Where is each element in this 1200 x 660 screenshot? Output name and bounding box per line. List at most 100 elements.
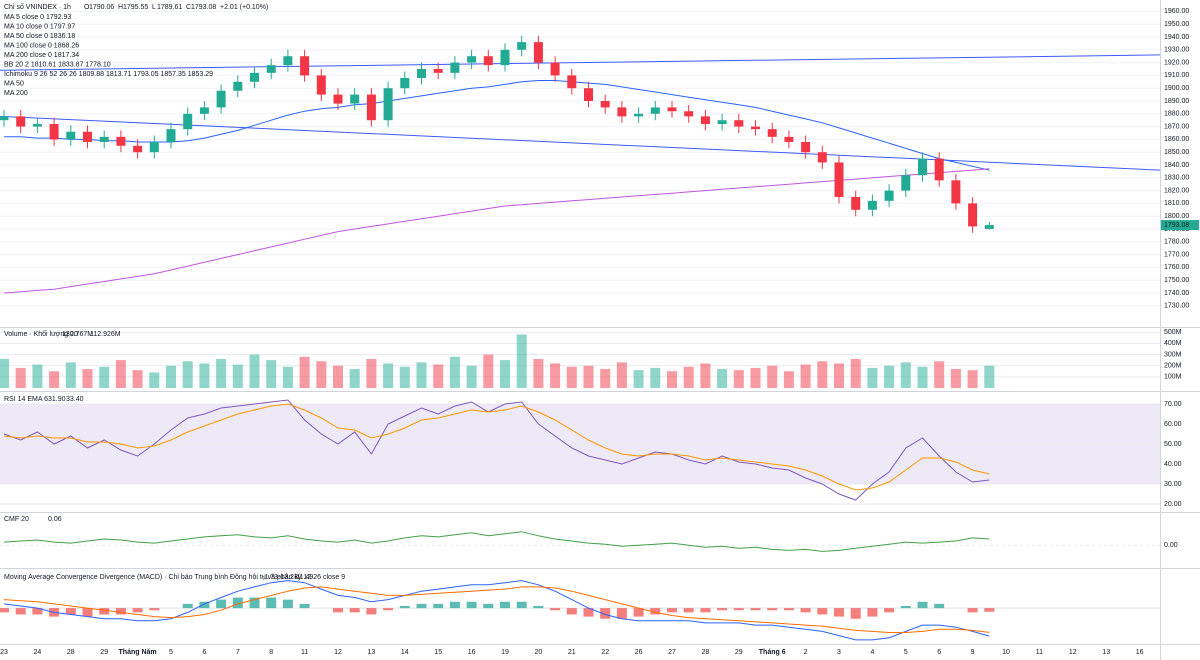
volume-bar <box>800 364 811 388</box>
indicator-legend: MA 100 close 0 1868.26 <box>4 42 79 49</box>
x-tick-label: 11 <box>1036 649 1043 656</box>
x-tick-label: 3 <box>837 649 841 656</box>
x-tick-label: Tháng 6 <box>759 649 786 656</box>
histogram-bar <box>0 608 9 613</box>
volume-bar <box>717 369 728 388</box>
ohlc-label: C <box>186 4 191 11</box>
x-tick-label: 23 <box>0 649 8 656</box>
pane-value: 0.06 <box>48 516 62 523</box>
volume-bar <box>399 366 410 388</box>
candle-body <box>83 131 92 142</box>
volume-bar <box>49 371 60 388</box>
candle-body <box>16 116 26 127</box>
x-tick-label: 28 <box>67 649 75 656</box>
histogram-bar <box>32 608 43 615</box>
y-tick-label: 1870.00 <box>1164 123 1189 130</box>
candle-body <box>867 200 877 210</box>
candle-body <box>801 141 811 153</box>
histogram-bar <box>282 599 293 609</box>
histogram-bar <box>466 601 477 609</box>
indicator-legend: MA 200 close 0 1817.34 <box>4 52 79 59</box>
y-tick-label: 1910.00 <box>1164 72 1189 79</box>
y-tick-label: 1920.00 <box>1164 59 1189 66</box>
histogram-bar <box>717 608 728 611</box>
y-tick-label: 1780.00 <box>1164 239 1189 246</box>
y-tick-label: 1940.00 <box>1164 34 1189 41</box>
candle-body <box>350 94 360 104</box>
histogram-bar <box>383 608 394 611</box>
volume-bar <box>449 356 460 388</box>
x-tick-label: 8 <box>269 649 273 656</box>
candle-body <box>0 116 9 121</box>
candle-body <box>751 126 760 130</box>
candle-body <box>166 129 176 142</box>
candle-body <box>700 116 710 125</box>
volume-bar <box>282 366 293 388</box>
volume-bar <box>900 362 911 388</box>
y-tick-label: 0.00 <box>1164 542 1178 549</box>
candle-body <box>250 72 259 82</box>
volume-bar <box>249 354 260 388</box>
y-tick-label: 1960.00 <box>1164 8 1189 15</box>
x-tick-label: 13 <box>1102 649 1110 656</box>
y-tick-label: 100M <box>1164 374 1182 381</box>
histogram-bar <box>616 608 627 619</box>
histogram-bar <box>500 601 510 609</box>
histogram-bar <box>399 606 410 609</box>
candle-body <box>851 197 861 210</box>
series-line <box>3 403 990 491</box>
candle-body <box>433 69 443 73</box>
volume-bar <box>700 363 711 388</box>
ohlc-value: 1793.08 <box>191 4 216 11</box>
volume-bar <box>566 366 577 388</box>
series-line <box>3 399 990 501</box>
x-tick-label: 28 <box>702 649 710 656</box>
pane-value: 130.767M <box>62 331 93 338</box>
volume-bar <box>767 365 778 388</box>
candle-body <box>617 107 627 117</box>
ohlc-value: 1789.61 <box>157 4 182 11</box>
volume-bar <box>166 365 176 388</box>
volume-bar <box>667 371 677 388</box>
candle-body <box>450 62 460 73</box>
volume-bar <box>867 367 878 388</box>
y-tick-label: 1860.00 <box>1164 136 1189 143</box>
x-tick-label: 26 <box>635 649 643 656</box>
y-tick-label: 50.00 <box>1164 441 1182 448</box>
candle-body <box>133 145 143 153</box>
pane-title: CMF 20 <box>4 516 29 523</box>
pane-title: Volume · Khối lượng 20 <box>4 329 78 338</box>
candle-body <box>567 75 577 89</box>
histogram-bar <box>449 601 460 609</box>
y-tick-label: 1740.00 <box>1164 290 1189 297</box>
indicator-legend: MA 50 close 0 1836.18 <box>4 33 75 40</box>
histogram-bar <box>917 601 928 609</box>
histogram-bar <box>733 608 744 611</box>
histogram-bar <box>216 599 227 609</box>
histogram-bar <box>750 608 761 611</box>
histogram-bar <box>366 608 377 615</box>
candle-body <box>32 124 42 127</box>
candle-body <box>99 136 109 142</box>
pane-title: RSI 14 EMA 6 <box>4 396 48 403</box>
chart-title: Chỉ số VNINDEX · 1h <box>4 2 71 11</box>
candle-body <box>684 111 694 117</box>
histogram-bar <box>767 608 778 611</box>
histogram-bar <box>266 597 277 609</box>
histogram-bar <box>99 608 110 615</box>
y-tick-label: 1930.00 <box>1164 47 1189 54</box>
ohlc-label: H <box>118 4 123 11</box>
volume-bar <box>533 359 544 388</box>
histogram-bar <box>783 608 794 611</box>
histogram-bar <box>115 608 126 615</box>
volume-bar <box>600 369 611 388</box>
histogram-bar <box>516 601 527 609</box>
last-price-label: 1793.08 <box>1164 222 1189 229</box>
x-tick-label: 15 <box>434 649 442 656</box>
histogram-bar <box>416 603 427 609</box>
histogram-bar <box>650 608 661 615</box>
ohlc-label: O <box>84 4 90 11</box>
series-legend: MA 50 <box>4 80 24 87</box>
